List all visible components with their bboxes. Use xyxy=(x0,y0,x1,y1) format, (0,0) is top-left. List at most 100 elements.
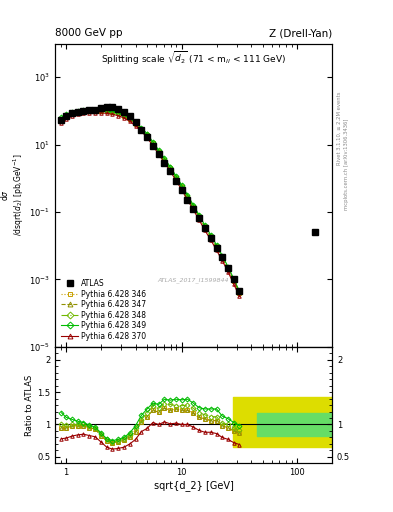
Text: Splitting scale $\sqrt{d_2}$ (71 < m$_{ll}$ < 111 GeV): Splitting scale $\sqrt{d_2}$ (71 < m$_{l… xyxy=(101,50,286,67)
Pythia 6.428 348 xyxy=(208,233,213,239)
Pythia 6.428 346 xyxy=(174,175,178,181)
ATLAS xyxy=(168,168,173,175)
Pythia 6.428 349 xyxy=(87,107,92,113)
Pythia 6.428 370 xyxy=(226,268,230,274)
Pythia 6.428 349 xyxy=(237,288,242,294)
Pythia 6.428 370 xyxy=(81,110,86,116)
Pythia 6.428 348 xyxy=(64,113,68,119)
Pythia 6.428 349 xyxy=(151,139,155,145)
ATLAS xyxy=(214,245,219,251)
Pythia 6.428 370 xyxy=(139,128,144,134)
Pythia 6.428 349 xyxy=(116,110,121,116)
Pythia 6.428 348 xyxy=(116,110,121,116)
Pythia 6.428 349 xyxy=(156,147,161,153)
Pythia 6.428 370 xyxy=(151,142,155,148)
Pythia 6.428 370 xyxy=(64,116,68,122)
Pythia 6.428 346 xyxy=(151,140,155,146)
Pythia 6.428 349 xyxy=(99,107,103,113)
Pythia 6.428 346 xyxy=(75,109,80,115)
Pythia 6.428 349 xyxy=(185,192,190,198)
Pythia 6.428 347 xyxy=(231,278,236,284)
ATLAS xyxy=(202,225,207,231)
Pythia 6.428 346 xyxy=(226,265,230,271)
Pythia 6.428 348 xyxy=(93,108,97,114)
Pythia 6.428 348 xyxy=(237,289,242,295)
Pythia 6.428 346 xyxy=(220,254,224,261)
Pythia 6.428 346 xyxy=(196,214,201,220)
Pythia 6.428 370 xyxy=(145,135,149,141)
Pythia 6.428 348 xyxy=(196,212,201,219)
Pythia 6.428 346 xyxy=(191,204,196,210)
Pythia 6.428 347 xyxy=(196,214,201,220)
Pythia 6.428 348 xyxy=(99,108,103,114)
Pythia 6.428 348 xyxy=(110,109,115,115)
Line: Pythia 6.428 348: Pythia 6.428 348 xyxy=(60,109,241,294)
Pythia 6.428 347 xyxy=(237,290,242,296)
Text: Z (Drell-Yan): Z (Drell-Yan) xyxy=(269,28,332,38)
Pythia 6.428 346 xyxy=(110,109,115,115)
Pythia 6.428 347 xyxy=(214,244,219,250)
ATLAS xyxy=(162,160,167,166)
ATLAS xyxy=(116,106,121,112)
Pythia 6.428 347 xyxy=(185,194,190,200)
Pythia 6.428 347 xyxy=(151,140,155,146)
Pythia 6.428 346 xyxy=(237,290,242,296)
Pythia 6.428 346 xyxy=(168,165,173,172)
Pythia 6.428 347 xyxy=(191,204,196,210)
Pythia 6.428 349 xyxy=(145,131,149,137)
Pythia 6.428 348 xyxy=(75,109,80,115)
ATLAS xyxy=(93,106,97,113)
ATLAS xyxy=(185,197,190,203)
ATLAS xyxy=(220,254,224,261)
Pythia 6.428 370 xyxy=(179,187,184,193)
Pythia 6.428 347 xyxy=(110,109,115,115)
Pythia 6.428 347 xyxy=(75,109,80,115)
Pythia 6.428 349 xyxy=(162,155,167,161)
Pythia 6.428 347 xyxy=(121,113,126,119)
ATLAS xyxy=(226,265,230,271)
Pythia 6.428 349 xyxy=(110,108,115,114)
Pythia 6.428 347 xyxy=(208,234,213,240)
Pythia 6.428 346 xyxy=(64,114,68,120)
Pythia 6.428 370 xyxy=(75,111,80,117)
Pythia 6.428 347 xyxy=(145,132,149,138)
Pythia 6.428 347 xyxy=(127,116,132,122)
Pythia 6.428 370 xyxy=(237,293,242,300)
Pythia 6.428 347 xyxy=(162,157,167,163)
ATLAS xyxy=(231,276,236,283)
Pythia 6.428 347 xyxy=(64,114,68,120)
Pythia 6.428 370 xyxy=(174,177,178,183)
Pythia 6.428 346 xyxy=(121,113,126,119)
Line: Pythia 6.428 370: Pythia 6.428 370 xyxy=(60,111,241,298)
Pythia 6.428 370 xyxy=(168,168,173,174)
ATLAS xyxy=(59,117,64,123)
Pythia 6.428 370 xyxy=(231,281,236,287)
Line: Pythia 6.428 349: Pythia 6.428 349 xyxy=(60,109,241,293)
Y-axis label: Ratio to ATLAS: Ratio to ATLAS xyxy=(25,374,34,436)
Pythia 6.428 347 xyxy=(104,108,109,114)
Pythia 6.428 370 xyxy=(110,111,115,117)
Pythia 6.428 370 xyxy=(214,247,219,253)
Pythia 6.428 347 xyxy=(81,108,86,114)
Pythia 6.428 370 xyxy=(191,207,196,213)
Pythia 6.428 348 xyxy=(174,174,178,180)
Pythia 6.428 346 xyxy=(127,116,132,122)
Pythia 6.428 348 xyxy=(185,193,190,199)
Pythia 6.428 349 xyxy=(133,119,138,125)
Pythia 6.428 370 xyxy=(104,110,109,116)
Line: Pythia 6.428 347: Pythia 6.428 347 xyxy=(60,109,241,295)
Pythia 6.428 348 xyxy=(104,108,109,114)
X-axis label: sqrt{d_2} [GeV]: sqrt{d_2} [GeV] xyxy=(154,480,233,491)
Pythia 6.428 348 xyxy=(87,108,92,114)
Pythia 6.428 349 xyxy=(214,242,219,248)
ATLAS xyxy=(191,206,196,212)
Pythia 6.428 349 xyxy=(179,182,184,188)
ATLAS xyxy=(64,113,68,119)
ATLAS xyxy=(208,235,213,241)
Pythia 6.428 346 xyxy=(104,108,109,114)
Pythia 6.428 348 xyxy=(191,203,196,209)
Pythia 6.428 349 xyxy=(139,124,144,131)
Pythia 6.428 349 xyxy=(220,252,224,259)
Text: mcplots.cern.ch [arXiv:1306.3436]: mcplots.cern.ch [arXiv:1306.3436] xyxy=(344,118,349,209)
Text: 8000 GeV pp: 8000 GeV pp xyxy=(55,28,123,38)
